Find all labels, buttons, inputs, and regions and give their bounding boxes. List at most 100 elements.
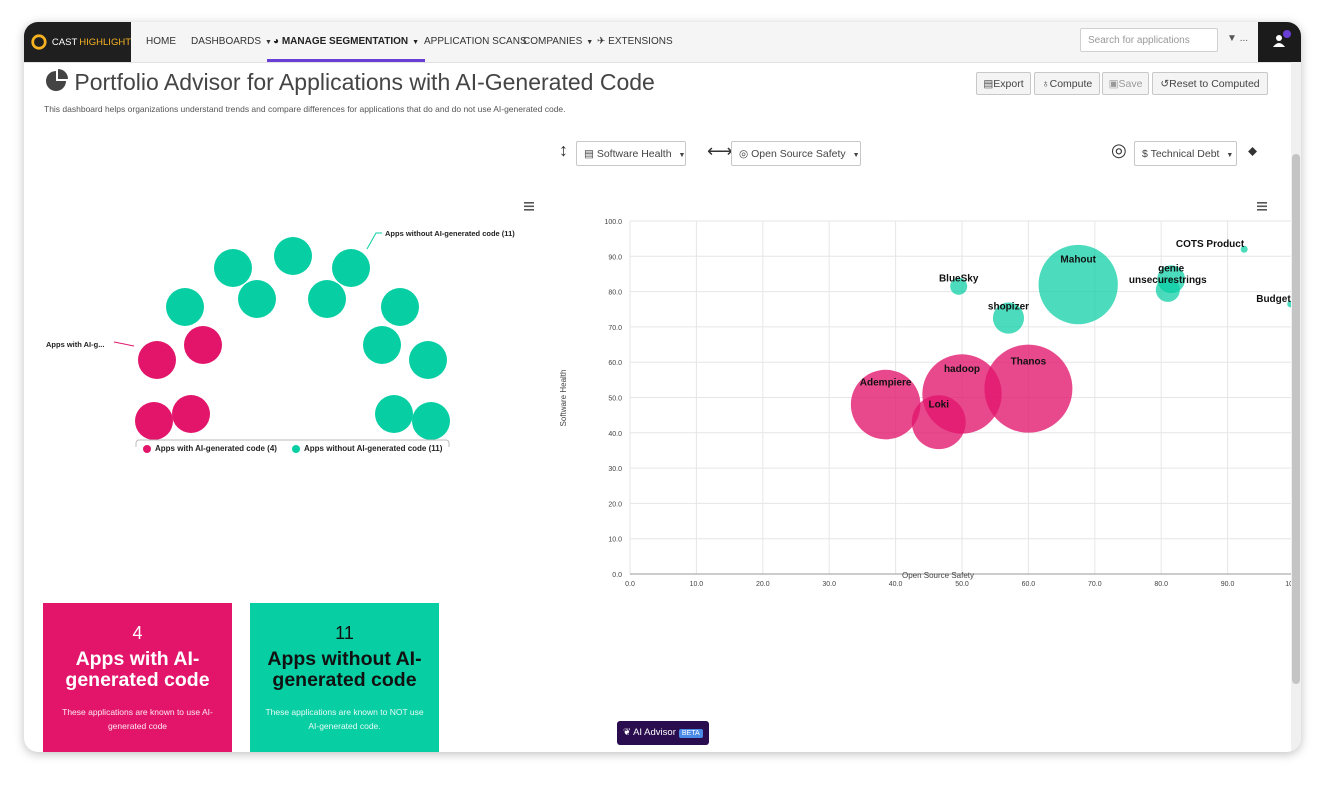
- bubble-point[interactable]: [850, 369, 921, 440]
- scrollbar-thumb[interactable]: [1292, 154, 1300, 684]
- x-tick-label: 80.0: [1154, 581, 1168, 588]
- search-input[interactable]: Search for applications: [1080, 28, 1218, 52]
- card-with-ai[interactable]: 4 Apps with AI-generated code These appl…: [43, 603, 232, 752]
- bubble-without-ai[interactable]: [363, 326, 401, 364]
- file-icon: ▤: [584, 148, 597, 160]
- compute-button[interactable]: ♁Compute: [1034, 72, 1100, 95]
- ai-advisor-button[interactable]: ❦ AI Advisor BETA: [617, 721, 709, 745]
- x-tick-label: 20.0: [756, 581, 770, 588]
- logo-icon: [31, 34, 47, 50]
- bubble-data-label: Adempiere: [860, 377, 912, 388]
- y-metric-select[interactable]: ▤ Software Health ▼: [576, 141, 686, 166]
- bubble-without-ai[interactable]: [409, 341, 447, 379]
- legend-dot-with-ai: [143, 445, 151, 453]
- lightbulb-icon: ♁: [1041, 78, 1050, 90]
- hamburger-menu-icon[interactable]: [1257, 202, 1267, 211]
- bubble-with-ai[interactable]: [135, 402, 173, 440]
- x-tick-label: 70.0: [1088, 581, 1102, 588]
- x-axis-label: Open Source Safety: [902, 571, 974, 580]
- bubble-point[interactable]: [950, 277, 968, 295]
- y-tick-label: 80.0: [608, 290, 622, 297]
- bubble-point[interactable]: [984, 344, 1073, 433]
- chevron-down-icon: ▼: [1226, 152, 1234, 159]
- nav-dashboards-label: DASHBOARDS: [191, 36, 262, 47]
- bubble-without-ai[interactable]: [274, 237, 312, 275]
- nav-companies-label: COMPANIES: [523, 36, 583, 47]
- bubble-with-ai[interactable]: [138, 341, 176, 379]
- floppy-icon: ▣: [1108, 78, 1119, 90]
- y-tick-label: 0.0: [612, 572, 622, 579]
- nav-home[interactable]: HOME: [146, 22, 176, 62]
- bubble-without-ai[interactable]: [412, 402, 450, 440]
- nav-manage-segmentation[interactable]: ◕ MANAGE SEGMENTATION ▼: [267, 22, 426, 62]
- nav-application-scans-label: APPLICATION SCANS: [424, 36, 527, 47]
- bubble-without-ai[interactable]: [375, 395, 413, 433]
- x-metric-select[interactable]: ◎ Open Source Safety ▼: [731, 141, 861, 166]
- x-tick-label: 40.0: [889, 581, 903, 588]
- shield-icon: ◎: [739, 148, 752, 160]
- bubble-point[interactable]: [911, 395, 966, 450]
- x-tick-label: 30.0: [822, 581, 836, 588]
- hamburger-menu-icon[interactable]: [524, 202, 534, 211]
- horizontal-arrows-icon: ⟷: [707, 141, 733, 161]
- card-description: These applications are known to use AI-g…: [62, 707, 213, 731]
- x-tick-label: 90.0: [1221, 581, 1235, 588]
- bubble-point[interactable]: [1240, 245, 1248, 253]
- y-tick-label: 10.0: [608, 537, 622, 544]
- x-tick-label: 100.0: [1285, 581, 1294, 588]
- nav-extensions[interactable]: ✈ EXTENSIONS: [597, 22, 673, 62]
- pie-chart-icon: [46, 69, 68, 91]
- bubble-data-label: Mahout: [1060, 255, 1096, 266]
- dollar-icon: $: [1142, 148, 1151, 160]
- nav-extensions-label: EXTENSIONS: [608, 36, 673, 47]
- tag-icon[interactable]: ⬥: [1248, 143, 1258, 158]
- bubble-without-ai[interactable]: [166, 288, 204, 326]
- size-metric-label: Technical Debt: [1150, 148, 1220, 160]
- cast-highlight-logo[interactable]: CAST HIGHLIGHT: [24, 22, 131, 62]
- bubble-point[interactable]: [1038, 244, 1118, 325]
- bubble-without-ai[interactable]: [214, 249, 252, 287]
- label-connector: [366, 232, 382, 250]
- export-label: Export: [993, 78, 1024, 90]
- user-menu[interactable]: [1258, 22, 1301, 62]
- bubble-without-ai[interactable]: [381, 288, 419, 326]
- bubble-without-ai[interactable]: [238, 280, 276, 318]
- bubble-without-ai[interactable]: [332, 249, 370, 287]
- notification-badge: [1283, 30, 1291, 38]
- y-tick-label: 100.0: [604, 219, 622, 226]
- size-metric-select[interactable]: $ Technical Debt ▼: [1134, 141, 1237, 166]
- y-tick-label: 90.0: [608, 254, 622, 261]
- nav-companies[interactable]: COMPANIES ▼: [523, 22, 593, 62]
- chevron-down-icon: ▼: [265, 39, 272, 46]
- logo-text-highlight: HIGHLIGHT: [79, 36, 131, 48]
- reset-to-computed-button[interactable]: ↺Reset to Computed: [1152, 72, 1268, 95]
- compute-label: Compute: [1049, 78, 1093, 90]
- brain-icon: ❦: [623, 727, 631, 738]
- bubble-data-label: BlueSky: [939, 274, 979, 285]
- legend-dot-without-ai: [292, 445, 300, 453]
- save-button[interactable]: ▣Save: [1102, 72, 1149, 95]
- x-tick-label: 60.0: [1022, 581, 1036, 588]
- card-without-ai[interactable]: 11 Apps without AI-generated code These …: [250, 603, 439, 752]
- bubble-point[interactable]: [1155, 277, 1180, 302]
- bubble-with-ai[interactable]: [172, 395, 210, 433]
- chevron-down-icon: ▼: [852, 152, 860, 159]
- bubble-without-ai[interactable]: [308, 280, 346, 318]
- filter-button[interactable]: ▼ ...: [1227, 33, 1248, 44]
- bubble-point[interactable]: [992, 302, 1025, 334]
- legend-item-without-ai[interactable]: Apps without AI-generated code (11): [304, 444, 443, 453]
- label-without-ai: Apps without AI-generated code (11): [385, 229, 515, 238]
- packed-bubble-chart: Apps without AI-generated code (11) Apps…: [46, 202, 534, 447]
- beta-badge: BETA: [678, 729, 703, 738]
- y-tick-label: 30.0: [608, 466, 622, 473]
- nav-dashboards[interactable]: DASHBOARDS ▼: [191, 22, 272, 62]
- top-navbar: CAST HIGHLIGHT HOME DASHBOARDS ▼ ◕ MANAGE…: [24, 22, 1301, 63]
- legend-item-with-ai[interactable]: Apps with AI-generated code (4): [155, 444, 277, 453]
- export-button[interactable]: ▤Export: [976, 72, 1031, 95]
- nav-application-scans[interactable]: APPLICATION SCANS: [424, 22, 527, 62]
- target-icon: ◎: [1111, 140, 1127, 160]
- label-with-ai: Apps with AI-g...: [46, 340, 104, 349]
- bubble-with-ai[interactable]: [184, 326, 222, 364]
- pie-chart-icon: ◕: [273, 36, 282, 47]
- vertical-scrollbar[interactable]: [1291, 62, 1301, 752]
